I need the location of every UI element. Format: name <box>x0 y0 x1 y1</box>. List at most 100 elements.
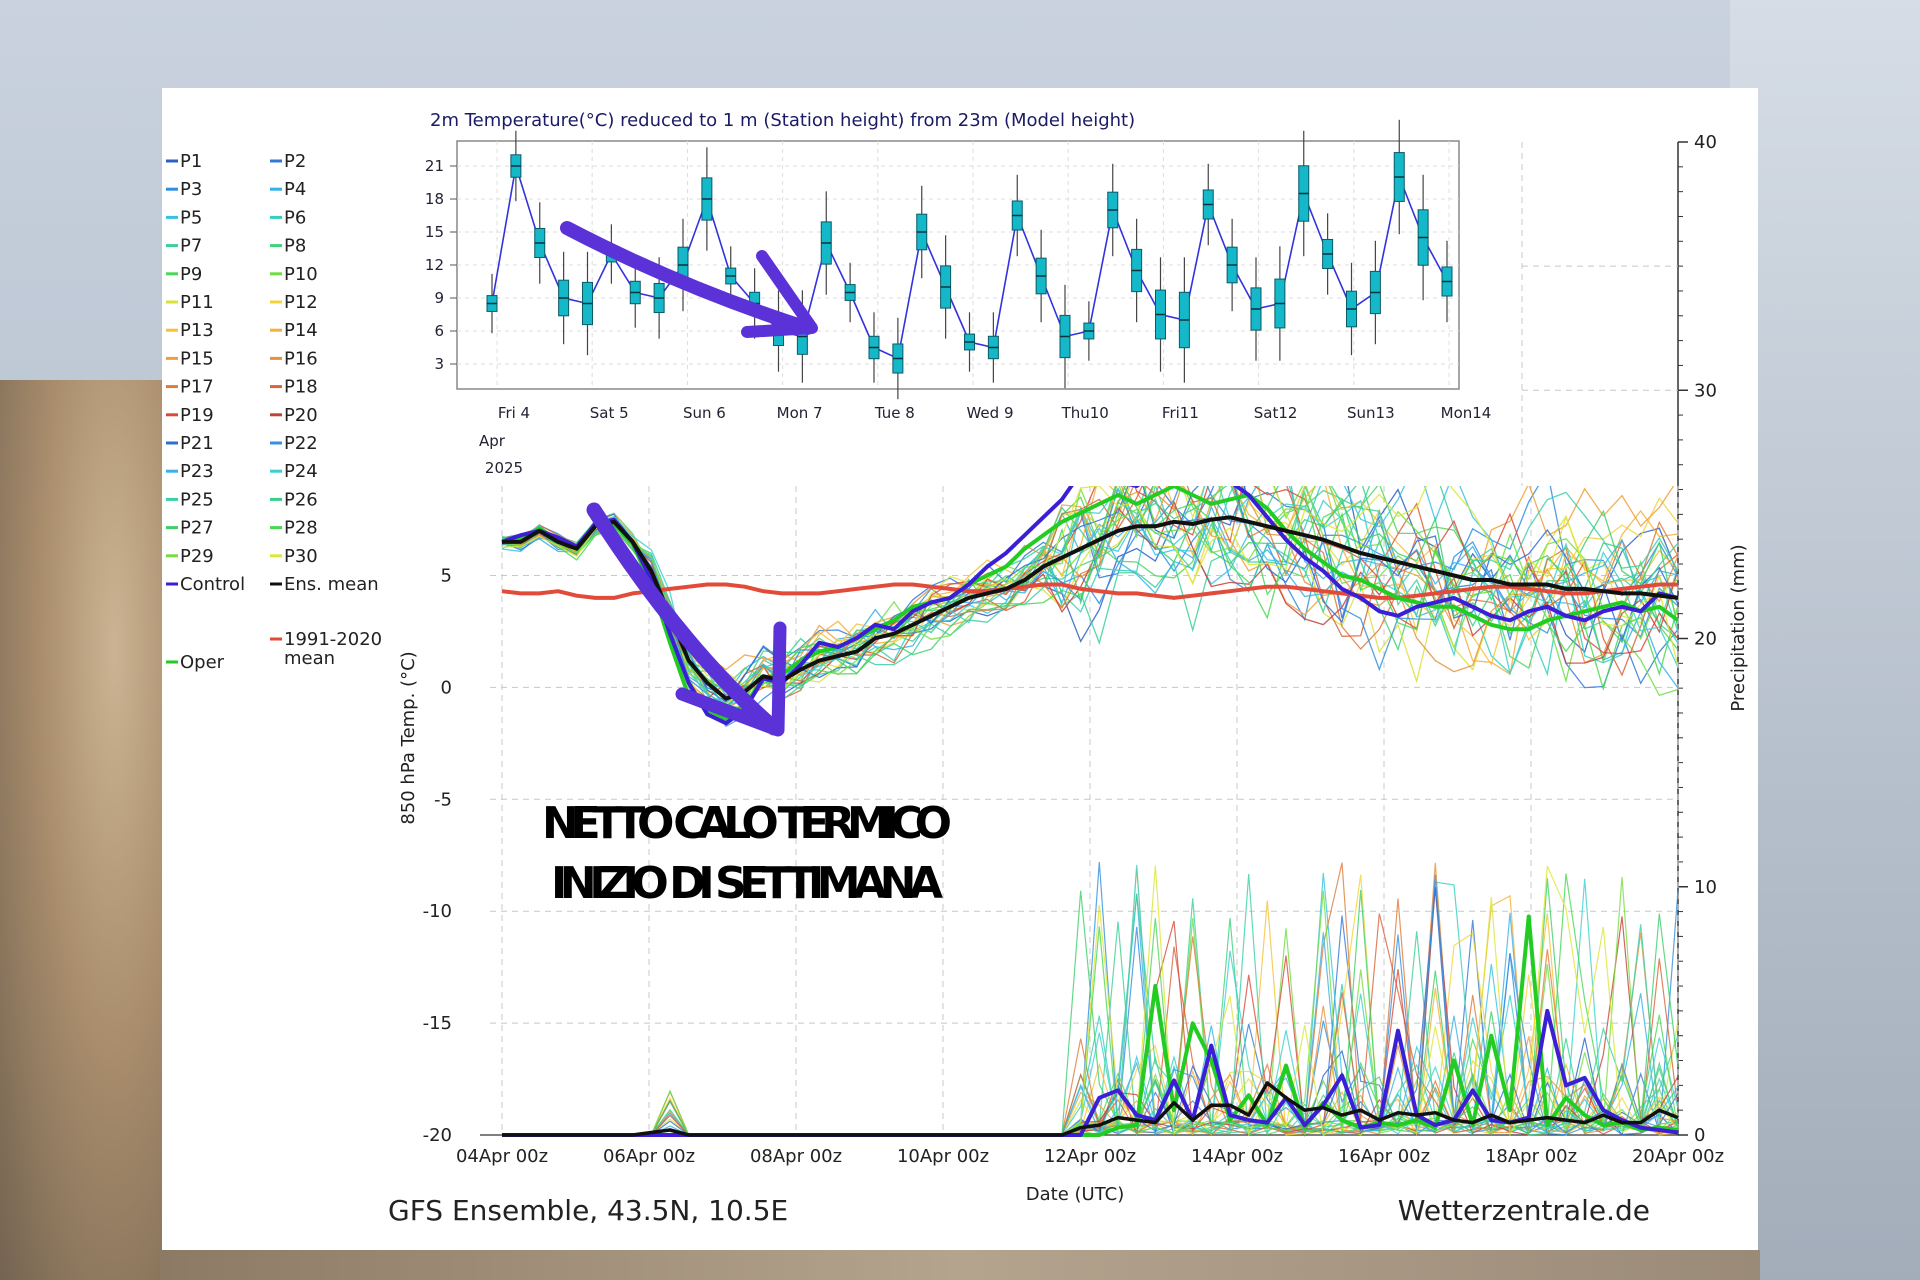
legend-label-p1: P1 <box>180 151 202 172</box>
arrow-bottom <box>586 502 782 736</box>
legend-label-p27: P27 <box>180 518 214 539</box>
background-bottom <box>160 1250 1760 1280</box>
legend-label-p29: P29 <box>180 546 214 567</box>
climate-mean-line <box>501 582 1678 600</box>
legend-label-p22: P22 <box>284 433 318 454</box>
legend-label-p14: P14 <box>284 320 318 341</box>
legend-label-p26: P26 <box>284 489 318 510</box>
chart-card: P1 P2 P3 P4 P5 P6 P7 P8 P9 P10 P11 P12 P13 P14 P15 P16 P… <box>162 88 1758 1250</box>
legend: P1 P2 P3 P4 P5 P6 P7 P8 P9 P10 P11 P12 P13 P14 P15 P16 P… <box>166 151 382 673</box>
top-tick-label-y-3: 3 <box>434 355 444 373</box>
top-tick-label-x-1: Sat 5 <box>590 404 629 422</box>
y2-axis-label: Precipitation (mm) <box>1728 544 1749 711</box>
legend-label-climate-2: mean <box>284 648 335 669</box>
background-grass <box>0 380 190 1280</box>
main-tick-label-y--15: -15 <box>423 1013 452 1034</box>
main-tick-label-y2-0: 0 <box>1694 1125 1705 1146</box>
legend-label-p12: P12 <box>284 292 318 313</box>
top-tick-label-x-4: Tue 8 <box>874 404 915 422</box>
top-tick-label-x-6: Thu10 <box>1061 404 1109 422</box>
legend-label-p4: P4 <box>284 179 306 200</box>
main-tick-label-y--10: -10 <box>423 901 452 922</box>
main-tick-label-x-3: 10Apr 00z <box>897 1146 989 1167</box>
legend-label-p25: P25 <box>180 489 214 510</box>
legend-label-p17: P17 <box>180 377 214 398</box>
legend-label-p20: P20 <box>284 405 318 426</box>
top-tick-label-y-6: 6 <box>434 322 444 340</box>
annotation-line-1: NETTO CALO TERMICO <box>542 798 952 849</box>
top-tick-label-x-0: Fri 4 <box>498 404 530 422</box>
legend-label-climate-1: 1991-2020 <box>284 629 382 650</box>
legend-label-p9: P9 <box>180 264 202 285</box>
main-tick-label-x-1: 06Apr 00z <box>603 1146 695 1167</box>
legend-label-ens-mean: Ens. mean <box>284 574 379 595</box>
top-tick-label-x-7: Fri11 <box>1162 404 1199 422</box>
ens-mean-line <box>502 515 1678 701</box>
legend-label-oper: Oper <box>180 652 225 673</box>
top-tick-label-x-2: Sun 6 <box>683 404 726 422</box>
top-tick-label-y-9: 9 <box>434 289 444 307</box>
arrow-bottom-head <box>675 621 787 737</box>
legend-label-p18: P18 <box>284 377 318 398</box>
main-tick-label-x-2: 08Apr 00z <box>750 1146 842 1167</box>
top-tick-label-x-3: Mon 7 <box>777 404 823 422</box>
top-tick-label-y-15: 15 <box>425 223 444 241</box>
main-tick-label-x-5: 14Apr 00z <box>1191 1146 1283 1167</box>
legend-label-p8: P8 <box>284 236 306 257</box>
legend-label-p28: P28 <box>284 518 318 539</box>
legend-label-p7: P7 <box>180 236 202 257</box>
annotation-line-2: INIZIO DI SETTIMANA <box>551 858 943 909</box>
legend-label-p16: P16 <box>284 348 318 369</box>
temperature-850hpa-panel: 850 hPa Temp. (°C) Precipitation (mm) Da… <box>398 132 1749 1205</box>
main-tick-label-y2-40: 40 <box>1694 132 1717 153</box>
top-tick-label-x-8: Sat12 <box>1254 404 1298 422</box>
legend-label-p3: P3 <box>180 179 202 200</box>
footer-site: Wetterzentrale.de <box>1398 1194 1650 1227</box>
top-chart-title: 2m Temperature(°C) reduced to 1 m (Stati… <box>430 110 1135 131</box>
main-tick-label-x-4: 12Apr 00z <box>1044 1146 1136 1167</box>
legend-label-p23: P23 <box>180 461 214 482</box>
main-tick-label-y2-30: 30 <box>1694 380 1717 401</box>
top-tick-label-x-10: Mon14 <box>1441 404 1492 422</box>
top-tick-label-y-21: 21 <box>425 157 444 175</box>
member-line-p11 <box>501 486 1678 687</box>
legend-label-p30: P30 <box>284 546 318 567</box>
legend-label-p2: P2 <box>284 151 306 172</box>
arrow-top <box>560 221 814 335</box>
footer-source: GFS Ensemble, 43.5N, 10.5E <box>388 1194 788 1227</box>
legend-label-p21: P21 <box>180 433 214 454</box>
chart-canvas: P1 P2 P3 P4 P5 P6 P7 P8 P9 P10 P11 P12 P13 P14 P15 P16 P… <box>166 110 1749 1227</box>
top-date-month: Apr <box>479 432 506 450</box>
main-tick-label-x-8: 20Apr 00z <box>1632 1146 1724 1167</box>
plot-area <box>501 486 1678 728</box>
top-tick-label-y-12: 12 <box>425 256 444 274</box>
background-sky <box>1730 0 1920 1280</box>
top-tick-label-x-5: Wed 9 <box>966 404 1013 422</box>
arrow-top-head <box>741 250 818 338</box>
legend-label-p19: P19 <box>180 405 214 426</box>
legend-label-p13: P13 <box>180 320 214 341</box>
temperature-2m-panel: 2m Temperature(°C) reduced to 1 m (Stati… <box>425 110 1491 477</box>
member-line-p30 <box>501 486 1678 705</box>
top-tick-label-y-18: 18 <box>425 190 444 208</box>
top-date-year: 2025 <box>485 459 523 477</box>
legend-label-p11: P11 <box>180 292 214 313</box>
legend-label-p24: P24 <box>284 461 318 482</box>
main-tick-label-x-0: 04Apr 00z <box>456 1146 548 1167</box>
legend-label-control: Control <box>180 574 245 595</box>
ens-mean-precip-line <box>502 1081 1679 1137</box>
top-tick-label-x-9: Sun13 <box>1347 404 1395 422</box>
main-tick-label-y-0: 0 <box>441 677 452 698</box>
annotation-arrows <box>560 221 818 737</box>
main-tick-label-x-7: 18Apr 00z <box>1485 1146 1577 1167</box>
main-tick-label-y--20: -20 <box>423 1125 452 1146</box>
main-tick-label-y--5: -5 <box>434 789 452 810</box>
main-tick-label-x-6: 16Apr 00z <box>1338 1146 1430 1167</box>
legend-label-p15: P15 <box>180 348 214 369</box>
x-axis-label: Date (UTC) <box>1026 1184 1124 1205</box>
member-line-p25 <box>501 491 1678 708</box>
main-tick-label-y2-20: 20 <box>1694 629 1717 650</box>
main-tick-label-y2-10: 10 <box>1694 877 1717 898</box>
legend-label-p5: P5 <box>180 207 202 228</box>
main-tick-label-y-5: 5 <box>441 566 452 587</box>
